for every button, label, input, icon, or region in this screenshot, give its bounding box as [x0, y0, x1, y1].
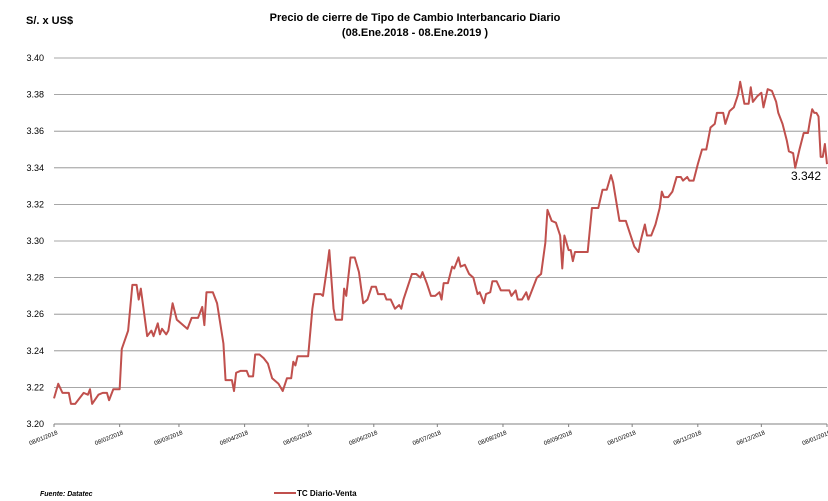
x-tick-label: 08/08/2018	[478, 430, 509, 447]
x-tick-label: 08/04/2018	[219, 430, 250, 447]
y-tick-label: 3.26	[26, 309, 44, 319]
y-tick-label: 3.24	[26, 346, 44, 356]
y-tick-label: 3.34	[26, 163, 44, 173]
legend: TC Diario-Venta	[274, 489, 357, 498]
x-tick-label: 08/01/2019	[802, 430, 828, 447]
x-axis-ticks: 08/01/2018 08/02/2018 08/03/2018 08/04/2018…	[29, 424, 828, 447]
x-tick-label: 08/10/2018	[607, 430, 638, 447]
x-tick-label: 08/03/2018	[154, 430, 185, 447]
x-tick-label: 08/11/2018	[673, 430, 703, 447]
legend-label: TC Diario-Venta	[297, 489, 357, 498]
chart-title: Precio de cierre de Tipo de Cambio Inter…	[270, 12, 561, 24]
y-axis-ticks: 3.20 3.22 3.24 3.26 3.28 3.30 3.32 3.34 3.36 3.38…	[26, 53, 44, 429]
y-tick-label: 3.40	[26, 53, 44, 63]
x-tick-label: 08/09/2018	[543, 430, 574, 447]
x-tick-label: 08/01/2018	[29, 430, 60, 447]
x-tick-label: 08/07/2018	[412, 430, 443, 447]
y-tick-label: 3.30	[26, 236, 44, 246]
x-tick-label: 08/02/2018	[94, 430, 125, 447]
x-tick-label: 08/12/2018	[736, 430, 767, 447]
last-value-annotation: 3.342	[791, 169, 821, 183]
source-note: Fuente: Datatec	[40, 491, 93, 498]
y-axis-unit-label: S/. x US$	[26, 15, 73, 27]
y-tick-label: 3.28	[26, 273, 44, 283]
x-tick-label: 08/05/2018	[283, 430, 314, 447]
y-tick-label: 3.32	[26, 199, 44, 209]
y-tick-label: 3.20	[26, 419, 44, 429]
y-tick-label: 3.38	[26, 90, 44, 100]
x-tick-label: 08/06/2018	[348, 430, 379, 447]
series-line-tc-diario-venta	[53, 80, 828, 405]
y-tick-label: 3.36	[26, 126, 44, 136]
gridlines	[54, 57, 827, 388]
chart-subtitle: (08.Ene.2018 - 08.Ene.2019 )	[342, 27, 488, 39]
y-tick-label: 3.22	[26, 382, 44, 392]
